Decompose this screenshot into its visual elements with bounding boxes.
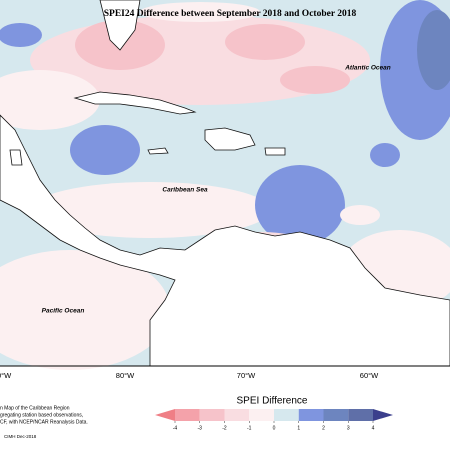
map-field	[0, 0, 450, 370]
legend-swatch	[224, 409, 250, 421]
legend-swatch	[348, 409, 373, 421]
land	[0, 0, 450, 367]
sea-label: Caribbean Sea	[162, 187, 208, 194]
footnote: CF, with NCEP/NCAR Reanalysis Data.	[0, 419, 88, 425]
map-title: SPEI24 Difference between September 2018…	[104, 9, 357, 19]
legend-swatch	[249, 409, 274, 421]
longitude-label: 60°W	[360, 371, 379, 380]
legend-tick-label: 3	[347, 425, 350, 431]
legend-swatch	[199, 409, 225, 421]
footnote: n Map of the Caribbean Region	[0, 405, 70, 411]
legend-tick-label: 1	[297, 425, 300, 431]
longitude-label: 90°W	[0, 371, 12, 380]
legend-swatch	[155, 409, 175, 421]
credit: CIMH Dec-2018	[4, 434, 37, 439]
legend-tick-label: -3	[198, 425, 203, 431]
legend-swatch	[274, 409, 299, 421]
legend-tick-label: 0	[273, 425, 276, 431]
footnote: gregating station based observations,	[0, 412, 83, 418]
legend-tick-label: 4	[372, 425, 375, 431]
ocean-label: Pacific Ocean	[42, 308, 85, 315]
legend: -4 -3 -2 -1 0 1 2 3 4	[155, 409, 393, 431]
legend-swatch	[175, 409, 200, 421]
longitude-label: 80°W	[116, 371, 135, 380]
legend-swatch	[323, 409, 349, 421]
legend-swatch	[373, 409, 393, 421]
longitude-label: 70°W	[237, 371, 256, 380]
legend-tick-label: -4	[173, 425, 178, 431]
legend-tick-label: 2	[322, 425, 325, 431]
legend-title: SPEI Difference	[237, 396, 308, 407]
legend-swatch	[298, 409, 324, 421]
ocean-label: Atlantic Ocean	[344, 65, 391, 72]
legend-tick-label: -1	[247, 425, 252, 431]
legend-tick-label: -2	[222, 425, 227, 431]
